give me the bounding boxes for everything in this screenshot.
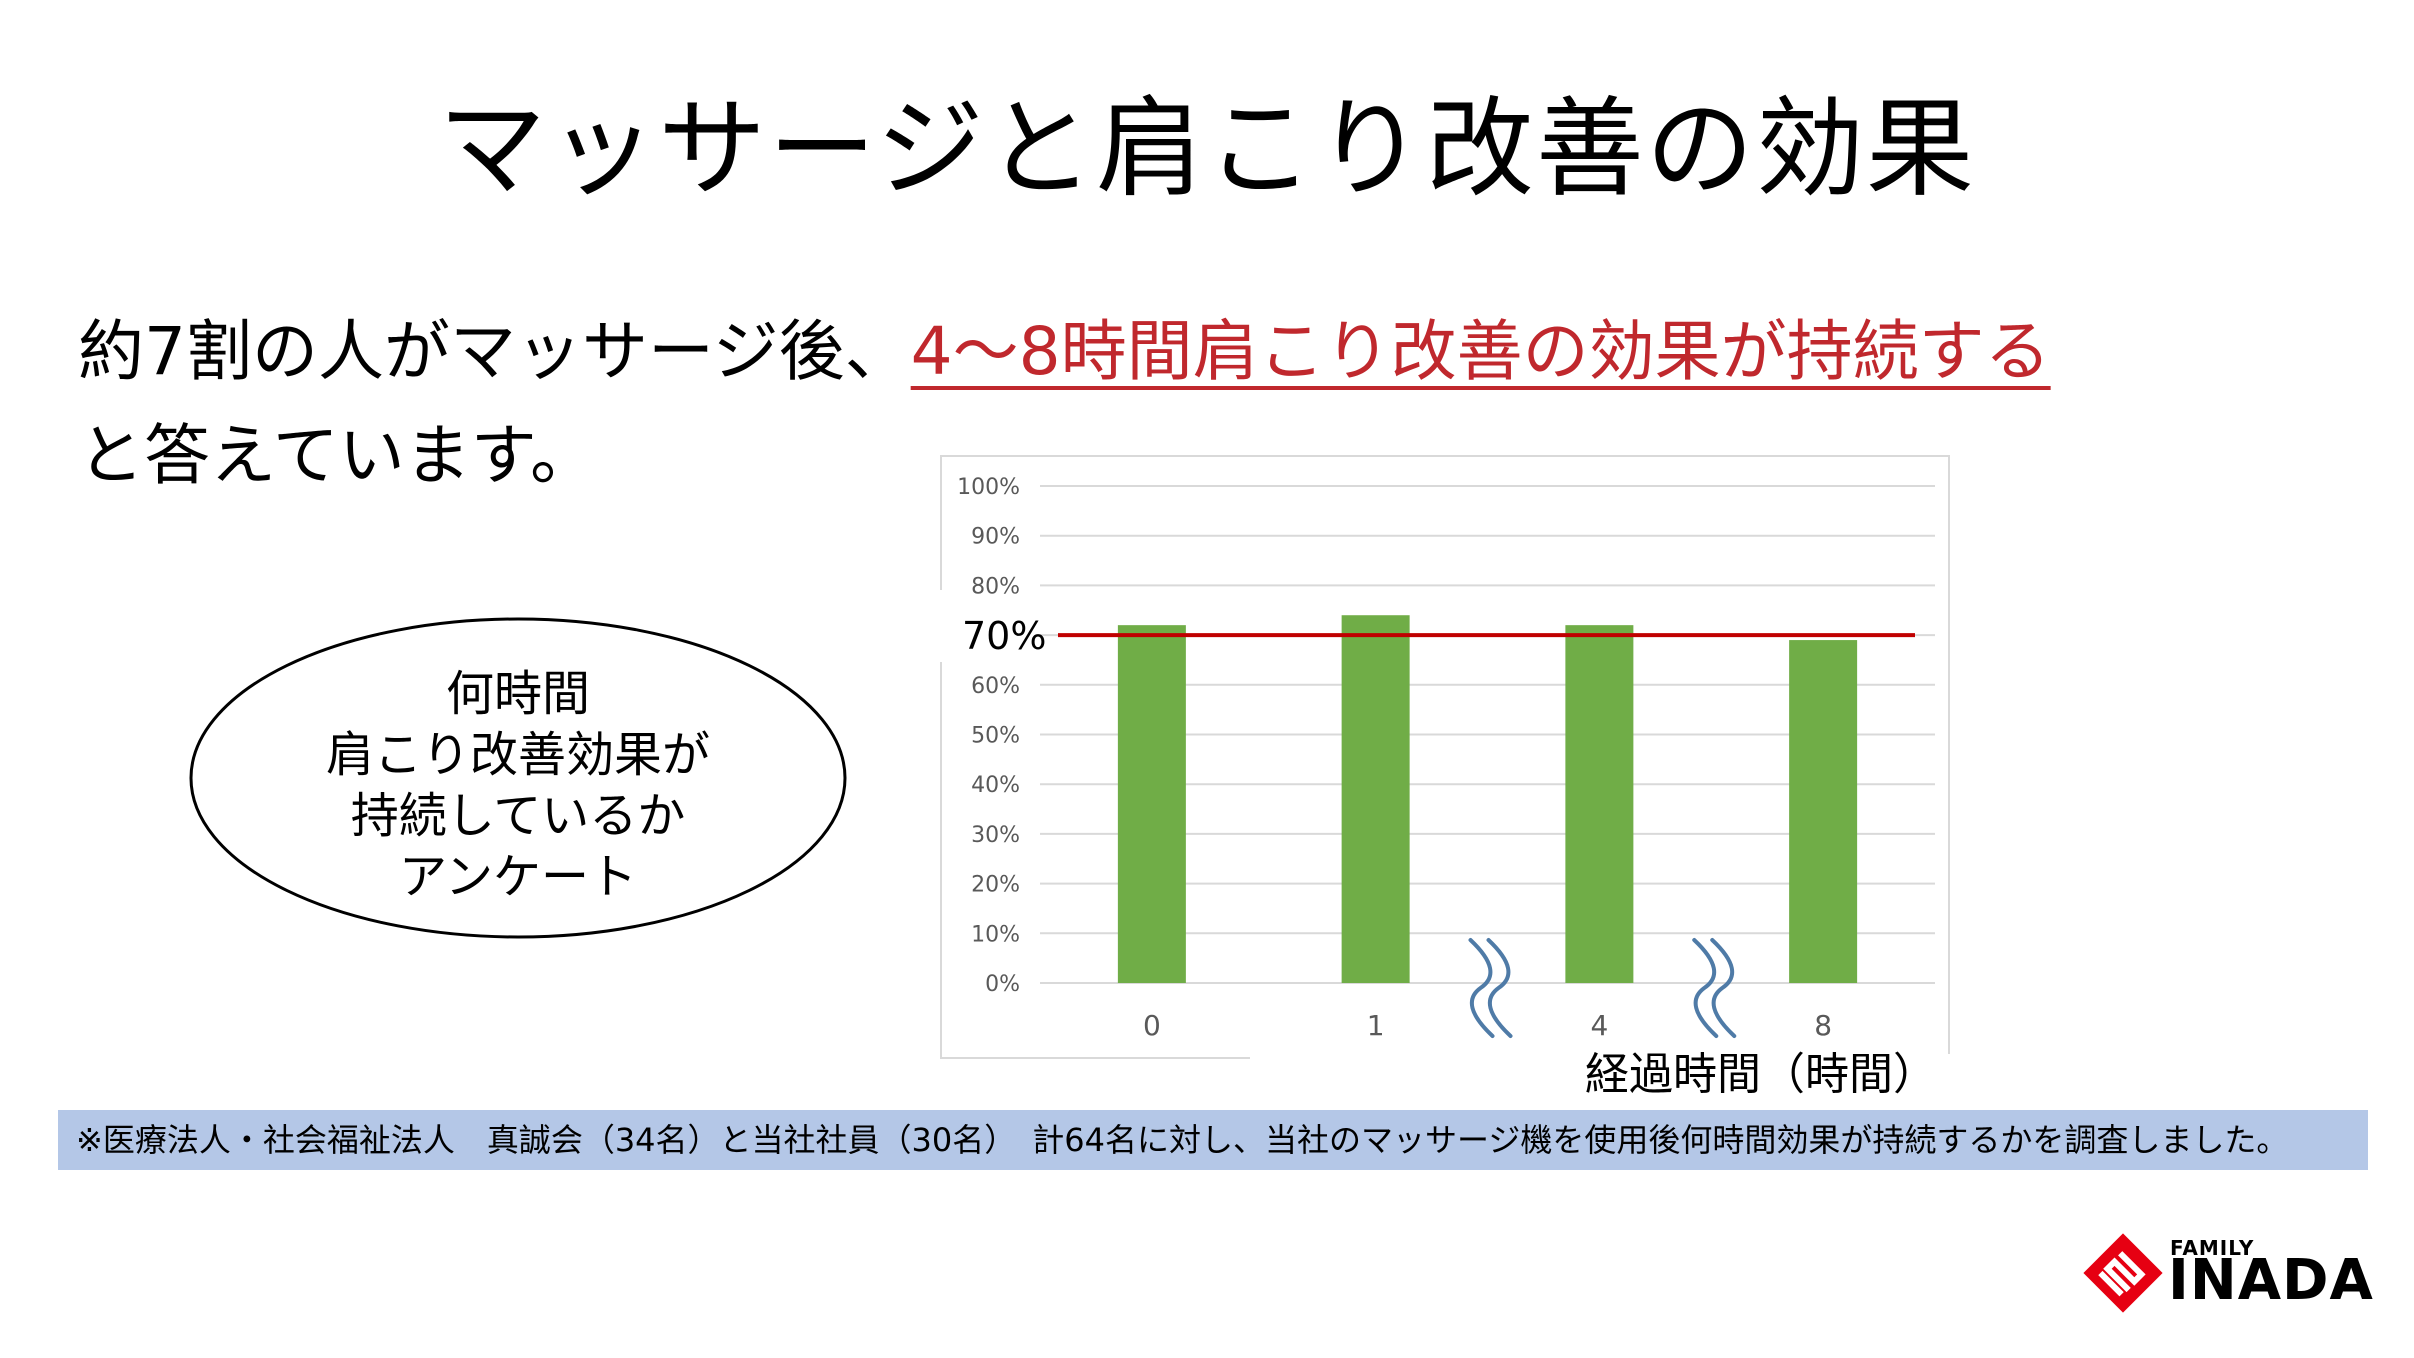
logo-mark-icon — [2083, 1233, 2163, 1313]
callout-line: アンケート — [398, 849, 638, 905]
callout-line: 何時間 — [445, 666, 590, 722]
lead-highlight: 4～8時間肩こり改善の効果が持続する — [910, 313, 2051, 390]
y-tick-label: 100% — [957, 475, 1020, 500]
bar — [1565, 625, 1634, 983]
frame-gap-bottom — [1250, 1054, 1970, 1066]
lead-line-2: と答えています。 — [78, 417, 597, 494]
logo-family-text: FAMILY — [2170, 1236, 2255, 1260]
bar — [1341, 615, 1410, 983]
y-tick-label: 90% — [971, 525, 1020, 550]
y-tick-label: 20% — [971, 873, 1020, 898]
axis-break-icon — [1486, 938, 1513, 1038]
axis-break-icon — [1468, 938, 1495, 1038]
axis-break-icon — [1710, 938, 1737, 1038]
y-tick-label: 0% — [985, 972, 1020, 997]
axis-break-icon — [1692, 938, 1719, 1038]
x-tick-label: 1 — [1367, 1009, 1385, 1042]
y-tick-label: 50% — [971, 724, 1020, 749]
x-tick-label: 0 — [1143, 1009, 1161, 1042]
callout-text: 何時間 肩こり改善効果が 持続しているか アンケート — [188, 664, 848, 908]
y-tick-label: 40% — [971, 773, 1020, 798]
y-tick-label: 30% — [971, 823, 1020, 848]
family-inada-logo: FAMILY INADA — [2080, 1232, 2373, 1313]
x-axis-title: 経過時間（時間） — [1585, 1049, 1937, 1100]
page-title: マッサージと肩こり改善の効果 — [438, 87, 1976, 212]
y-tick-label: 80% — [971, 574, 1020, 599]
x-tick-label: 4 — [1590, 1009, 1608, 1042]
bar — [1117, 625, 1186, 983]
lead-line-1: 約7割の人がマッサージ後、4～8時間肩こり改善の効果が持続する — [78, 300, 2051, 404]
lead-text: 約7割の人がマッサージ後、4～8時間肩こり改善の効果が持続する と答えています。 — [78, 300, 2051, 508]
reference-line-label: 70% — [962, 614, 1046, 658]
callout-ellipse — [189, 617, 847, 939]
lead-prefix: 約7割の人がマッサージ後、 — [78, 313, 911, 390]
y-tick-label: 60% — [971, 674, 1020, 699]
survey-callout: 何時間 肩こり改善効果が 持続しているか アンケート — [188, 616, 848, 941]
footnote: ※医療法人・社会福祉法人 真誠会（34名）と当社社員（30名） 計64名に対し、… — [58, 1110, 2368, 1170]
frame-gap-left — [930, 590, 946, 662]
x-tick-label: 8 — [1814, 1009, 1832, 1042]
callout-line: 持続しているか — [350, 788, 686, 844]
callout-line: 肩こり改善効果が — [325, 727, 710, 783]
bar — [1789, 640, 1858, 983]
y-tick-label: 10% — [971, 922, 1020, 947]
logo-inada-text: INADA — [2168, 1248, 2374, 1313]
